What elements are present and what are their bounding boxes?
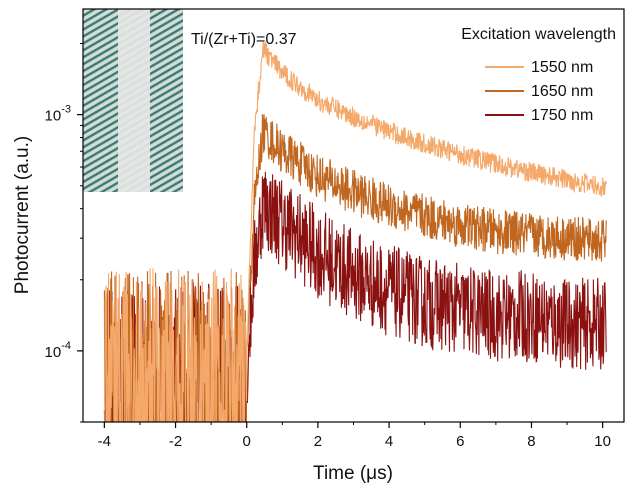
x-tick-label: 8 xyxy=(527,433,535,450)
x-tick-label: 4 xyxy=(385,433,393,450)
x-tick-label: -4 xyxy=(98,433,111,450)
annotation-label: Ti/(Zr+Ti)=0.37 xyxy=(191,31,297,48)
series-line-1550-nm xyxy=(104,40,607,422)
x-tick-label: -2 xyxy=(169,433,182,450)
x-tick-label: 0 xyxy=(243,433,251,450)
legend: Excitation wavelength 1550 nm 1650 nm 1750… xyxy=(461,26,616,124)
y-axis: 10-4 10-3 xyxy=(45,43,83,423)
legend-label: 1650 nm xyxy=(531,83,593,100)
y-tick-label: 10-4 xyxy=(45,340,71,361)
y-tick-label: 10-3 xyxy=(45,104,71,125)
series-line-1750-nm xyxy=(103,171,607,422)
legend-title: Excitation wavelength xyxy=(461,26,616,43)
inset-electrode-strip xyxy=(118,9,150,192)
x-axis: -4 -2 0 2 4 6 8 10 xyxy=(98,422,611,450)
series-layer xyxy=(103,40,607,422)
x-tick-label: 6 xyxy=(456,433,464,450)
y-axis-title: Photocurrent (a.u.) xyxy=(12,136,33,294)
legend-label: 1550 nm xyxy=(531,59,593,76)
x-axis-title: Time (μs) xyxy=(313,463,393,484)
x-tick-label: 10 xyxy=(594,433,611,450)
x-tick-label: 2 xyxy=(314,433,322,450)
legend-label: 1750 nm xyxy=(531,107,593,124)
inset-image xyxy=(83,9,183,192)
